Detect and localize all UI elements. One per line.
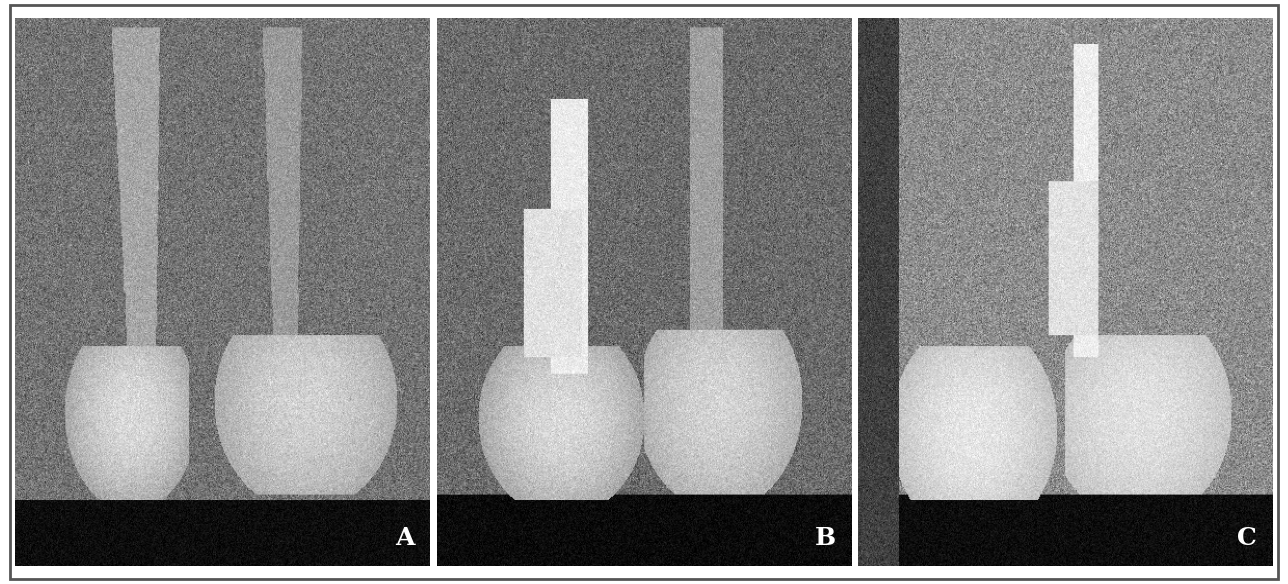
Text: C: C — [1236, 526, 1257, 550]
Text: A: A — [395, 526, 415, 550]
Text: B: B — [815, 526, 836, 550]
